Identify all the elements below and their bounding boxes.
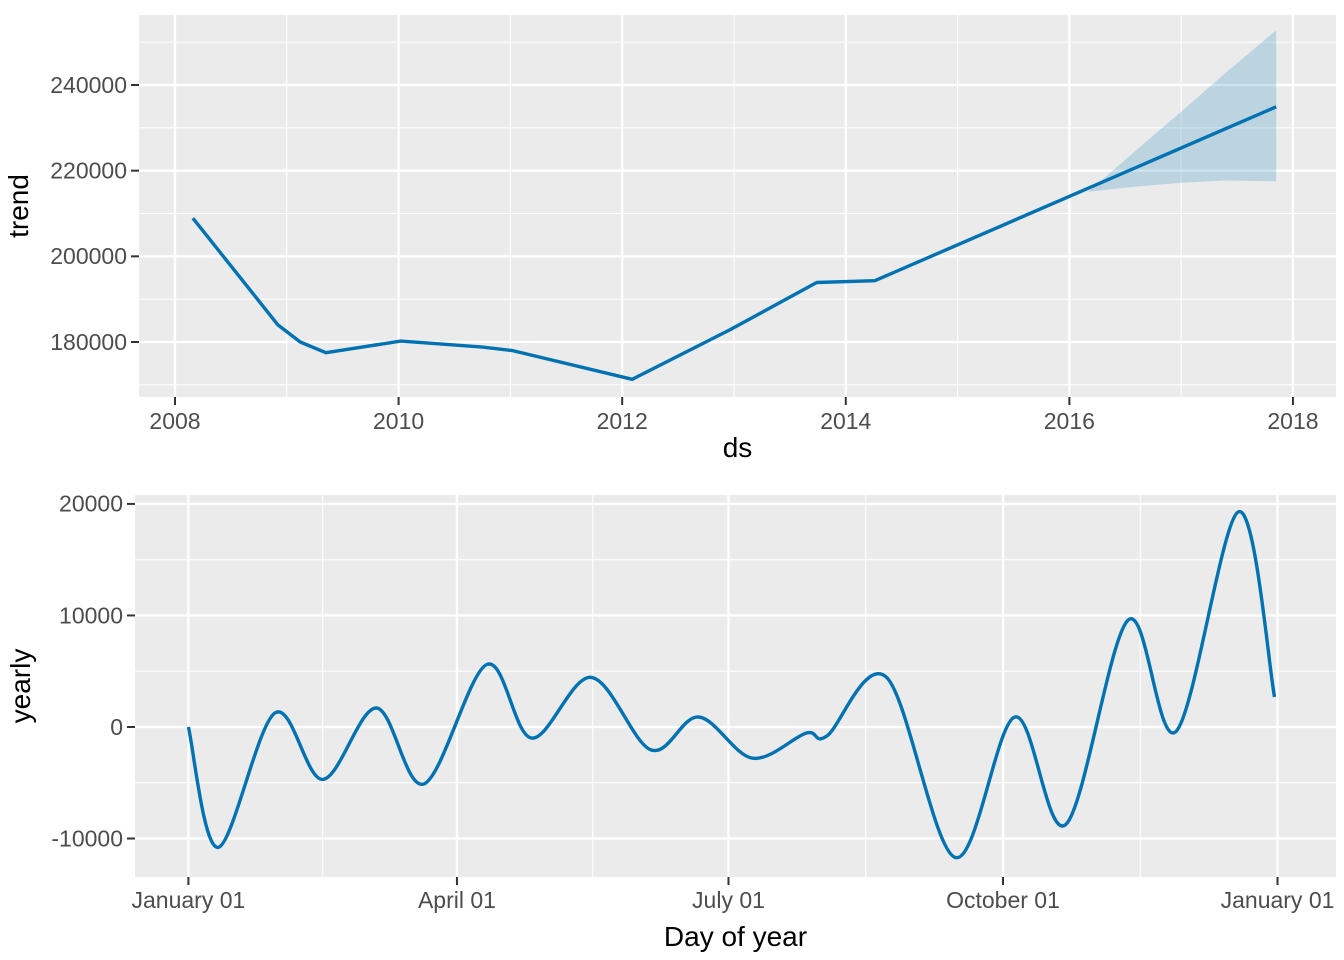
y-tick-label: 20000	[59, 491, 123, 517]
y-tick-label: 0	[110, 714, 123, 740]
yearly-line	[186, 510, 1277, 860]
yearly-chart: January 01 April 01 July 01 October 01 Janua…	[0, 460, 1344, 960]
x-tick-label: 2016	[1044, 408, 1095, 434]
y-tick-label: 180000	[50, 329, 127, 355]
x-axis-title: ds	[723, 432, 753, 460]
yearly-chart-svg: January 01 April 01 July 01 October 01 Janua…	[5, 491, 1336, 952]
x-tick-label: 2010	[373, 408, 424, 434]
y-tick-label: -10000	[51, 825, 123, 851]
trend-line	[191, 105, 1277, 381]
y-tick-label: 200000	[50, 243, 127, 269]
y-axis-title: yearly	[5, 649, 36, 724]
x-axis-title: Day of year	[664, 921, 807, 952]
plot-panel	[139, 15, 1336, 397]
y-axis-title: trend	[3, 174, 34, 238]
x-tick-label: 2014	[820, 408, 871, 434]
x-tick-label: April 01	[418, 887, 496, 913]
x-tick-label: 2008	[149, 408, 200, 434]
y-tick-label: 10000	[59, 602, 123, 628]
y-tick-label: 220000	[50, 157, 127, 183]
x-tick-label: January 01	[1221, 887, 1335, 913]
plot-panel	[135, 495, 1336, 877]
x-tick-label: October 01	[946, 887, 1060, 913]
x-tick-label: 2018	[1267, 408, 1318, 434]
x-tick-label: July 01	[692, 887, 765, 913]
trend-chart-svg: 2008 2010 2012 2014 2016 2018 180000 200000 2200…	[3, 15, 1336, 460]
trend-chart: 2008 2010 2012 2014 2016 2018 180000 200000 2200…	[0, 0, 1344, 460]
x-tick-label: January 01	[132, 887, 246, 913]
y-tick-label: 240000	[50, 72, 127, 98]
uncertainty-ribbon	[1088, 30, 1277, 192]
x-tick-label: 2012	[597, 408, 648, 434]
